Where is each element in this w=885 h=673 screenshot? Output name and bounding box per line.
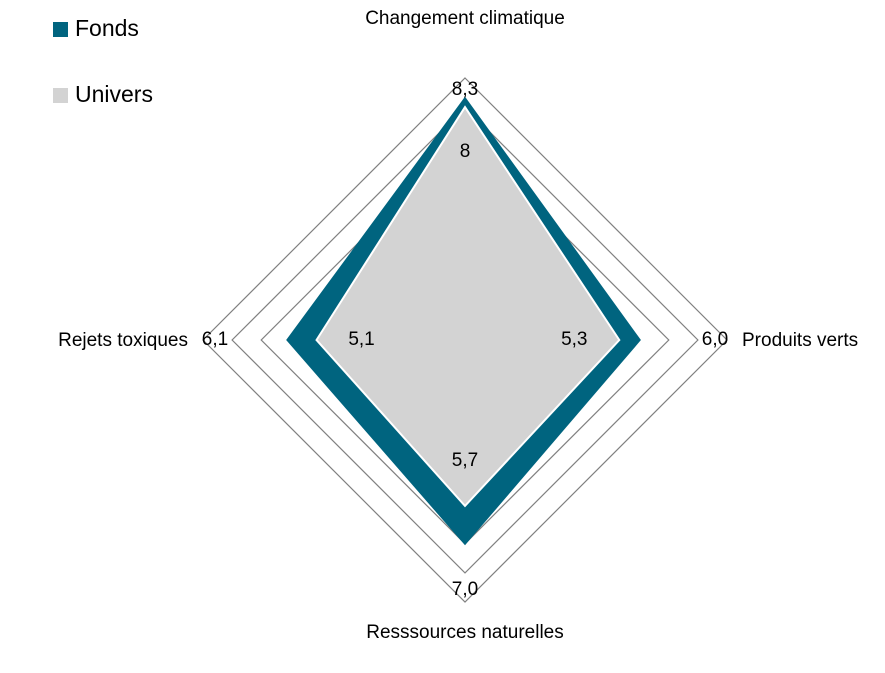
data-label: 7,0 (452, 579, 478, 600)
legend-label: Univers (75, 81, 153, 107)
legend-label: Fonds (75, 15, 139, 41)
data-label: 5,7 (452, 450, 478, 471)
axis-label: Resssources naturelles (366, 622, 564, 643)
axis-label: Rejets toxiques (58, 330, 188, 351)
data-label: 5,3 (561, 329, 587, 350)
data-label: 8 (460, 141, 471, 162)
data-label: 8,3 (452, 79, 478, 100)
legend-swatch (53, 22, 68, 37)
data-label: 6,1 (202, 329, 228, 350)
data-label: 6,0 (702, 329, 728, 350)
series-area (315, 105, 621, 508)
axis-label: Produits verts (742, 330, 859, 351)
axis-label: Changement climatique (365, 8, 565, 29)
grid-ring (231, 106, 699, 574)
data-label: 5,1 (348, 329, 374, 350)
legend-swatch (53, 88, 68, 103)
grid-ring (202, 77, 728, 603)
